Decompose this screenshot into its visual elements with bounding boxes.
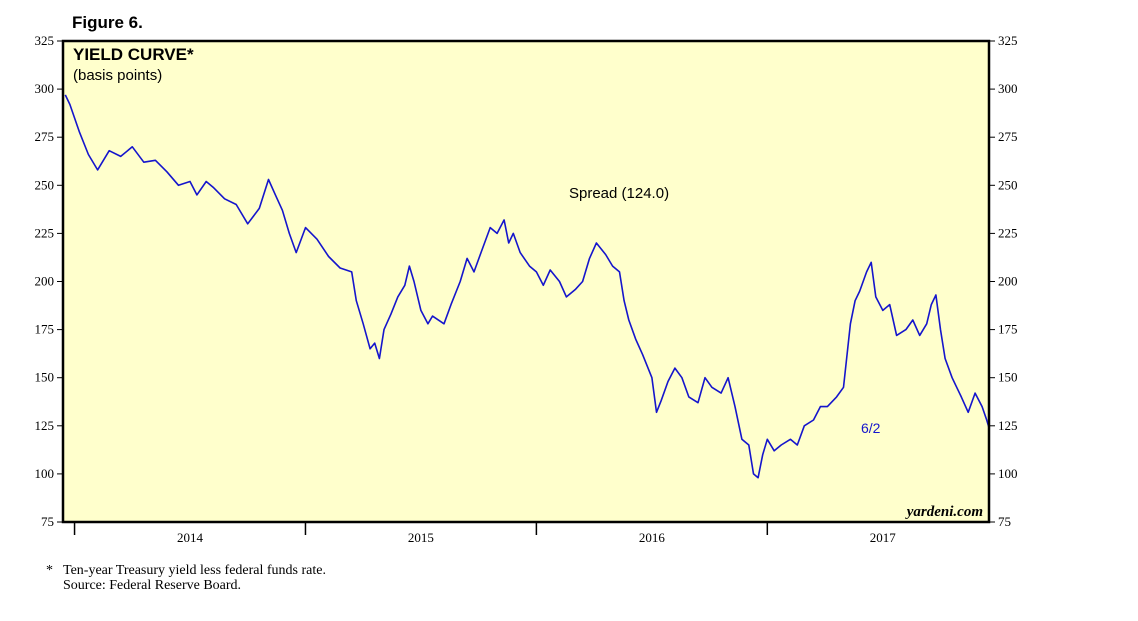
- x-tick-label-2016: 2016: [639, 530, 666, 545]
- yardeni-watermark: yardeni.com: [905, 504, 983, 520]
- y-tick-label-left-175: 175: [35, 322, 55, 337]
- plot-frame: [61, 39, 991, 524]
- y-tick-label-left-300: 300: [35, 81, 55, 96]
- y-tick-label-left-125: 125: [35, 418, 55, 433]
- x-tick-label-2014: 2014: [177, 530, 204, 545]
- footnote-definition: Ten-year Treasury yield less federal fun…: [63, 563, 326, 578]
- x-tick-label-2015: 2015: [408, 530, 434, 545]
- y-tick-label-left-150: 150: [35, 370, 55, 385]
- y-tick-label-right-150: 150: [998, 370, 1018, 385]
- footnote: * Ten-year Treasury yield less federal fu…: [46, 563, 326, 593]
- y-tick-label-left-250: 250: [35, 177, 55, 192]
- y-tick-label-left-225: 225: [35, 225, 55, 240]
- plot-area: [63, 41, 989, 522]
- y-tick-label-right-275: 275: [998, 129, 1018, 144]
- spread-annotation: Spread (124.0): [569, 185, 669, 202]
- y-tick-label-right-200: 200: [998, 274, 1018, 289]
- chart-title: YIELD CURVE*: [73, 45, 194, 64]
- y-tick-label-left-200: 200: [35, 274, 55, 289]
- y-tick-label-left-325: 325: [35, 33, 55, 48]
- y-tick-label-right-75: 75: [998, 514, 1011, 529]
- y-tick-label-right-175: 175: [998, 322, 1018, 337]
- y-tick-label-right-325: 325: [998, 33, 1018, 48]
- end-date-label: 6/2: [861, 420, 881, 436]
- right-y-axis: 75 100 125 150 175 200 225 250 275 300 325: [989, 33, 1018, 529]
- y-tick-label-right-300: 300: [998, 81, 1018, 96]
- figure-label: Figure 6.: [72, 13, 143, 32]
- left-y-axis: 75 100 125 150 175 200 225 250 275 300 325: [35, 33, 63, 529]
- chart-subtitle: (basis points): [73, 67, 162, 84]
- y-tick-label-left-100: 100: [35, 466, 55, 481]
- y-tick-label-right-250: 250: [998, 177, 1018, 192]
- y-tick-label-left-275: 275: [35, 129, 55, 144]
- x-tick-label-2017: 2017: [870, 530, 897, 545]
- y-tick-label-right-125: 125: [998, 418, 1018, 433]
- y-tick-label-right-225: 225: [998, 225, 1018, 240]
- footnote-marker: *: [46, 563, 53, 578]
- y-tick-label-right-100: 100: [998, 466, 1018, 481]
- y-tick-label-left-75: 75: [41, 514, 54, 529]
- footnote-source: Source: Federal Reserve Board.: [63, 578, 242, 593]
- spread-series-line: [64, 94, 990, 479]
- x-axis: 2014 2015 2016 2017: [73, 522, 897, 545]
